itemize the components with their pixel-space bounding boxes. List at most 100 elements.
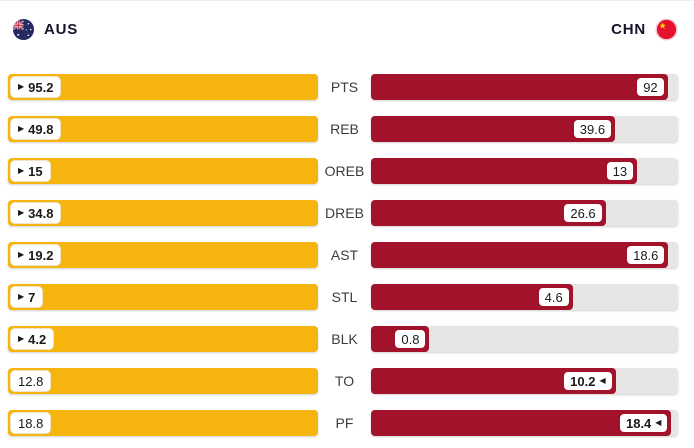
away-team-header: CHN: [611, 18, 678, 41]
stat-row: ▶ 12.8 TO 10.2 ◀: [8, 368, 694, 394]
leader-arrow-icon: ▶: [18, 166, 25, 175]
stat-row: ▶ 49.8 REB 39.6 ◀: [8, 116, 694, 142]
away-bar-track: 10.2 ◀: [371, 368, 678, 394]
home-bar-fill: ▶ 12.8: [8, 368, 318, 394]
home-value-pill: ▶ 15: [10, 160, 51, 182]
stat-label: OREB: [324, 163, 365, 179]
home-value: 18.8: [18, 415, 44, 431]
home-bar-track: ▶ 18.8: [8, 410, 318, 436]
away-value: 0.8: [401, 331, 420, 347]
home-bar-track: ▶ 7: [8, 284, 318, 310]
away-bar-fill: 0.8 ◀: [371, 326, 430, 352]
home-bar-track: ▶ 34.8: [8, 200, 318, 226]
stat-label: PTS: [330, 79, 359, 95]
away-value-pill: 26.6 ◀: [562, 202, 604, 224]
scoreboard-header: AUS CHN: [0, 1, 694, 41]
leader-arrow-icon: ▶: [18, 124, 25, 133]
away-value: 18.6: [633, 247, 659, 263]
away-bar-track: 18.6 ◀: [371, 242, 678, 268]
home-team-code: AUS: [44, 21, 79, 38]
stat-row: ▶ 15 OREB 13 ◀: [8, 158, 694, 184]
away-value-pill: 0.8 ◀: [393, 328, 428, 350]
away-value-pill: 92 ◀: [635, 76, 666, 98]
home-bar-fill: ▶ 15: [8, 158, 318, 184]
home-bar-track: ▶ 4.2: [8, 326, 318, 352]
away-value: 13: [612, 163, 628, 179]
home-bar-fill: ▶ 4.2: [8, 326, 318, 352]
away-bar-fill: 18.4 ◀: [371, 410, 672, 436]
home-value-pill: ▶ 7: [10, 286, 44, 308]
home-team-header: AUS: [12, 18, 78, 41]
stat-row: ▶ 95.2 PTS 92 ◀: [8, 74, 694, 100]
home-bar-track: ▶ 19.2: [8, 242, 318, 268]
home-value: 15: [28, 163, 43, 179]
leader-arrow-icon: ▶: [18, 334, 25, 343]
aus-flag-icon: [12, 18, 35, 41]
home-bar-track: ▶ 95.2: [8, 74, 318, 100]
leader-arrow-icon: ▶: [18, 208, 25, 217]
stat-label: PF: [335, 415, 354, 431]
stat-label: DREB: [325, 205, 364, 221]
home-bar-fill: ▶ 95.2: [8, 74, 318, 100]
chn-flag-icon: [655, 18, 678, 41]
away-value: 4.6: [544, 289, 563, 305]
stat-row: ▶ 19.2 AST 18.6 ◀: [8, 242, 694, 268]
home-value-pill: ▶ 95.2: [10, 76, 62, 98]
away-bar-fill: 13 ◀: [371, 158, 638, 184]
home-bar-track: ▶ 15: [8, 158, 318, 184]
home-bar-track: ▶ 49.8: [8, 116, 318, 142]
away-bar-fill: 10.2 ◀: [371, 368, 616, 394]
stat-label: BLK: [331, 331, 358, 347]
leader-arrow-icon: ▶: [18, 292, 25, 301]
home-value: 4.2: [28, 331, 47, 347]
away-value: 92: [643, 79, 658, 95]
stat-label: STL: [331, 289, 358, 305]
away-value-pill: 18.6 ◀: [625, 244, 667, 266]
away-bar-fill: 39.6 ◀: [371, 116, 616, 142]
leader-arrow-icon: ▶: [18, 250, 25, 259]
home-value: 49.8: [28, 121, 54, 137]
away-value: 18.4: [625, 415, 652, 431]
away-bar-track: 0.8 ◀: [371, 326, 678, 352]
away-bar-track: 92 ◀: [371, 74, 678, 100]
away-value-pill: 13 ◀: [604, 160, 636, 182]
away-bar-fill: 26.6 ◀: [371, 200, 606, 226]
home-bar-fill: ▶ 19.2: [8, 242, 318, 268]
home-bar-track: ▶ 12.8: [8, 368, 318, 394]
away-value: 10.2: [570, 373, 596, 389]
stat-row: ▶ 18.8 PF 18.4 ◀: [8, 410, 694, 436]
stat-row: ▶ 7 STL 4.6 ◀: [8, 284, 694, 310]
leader-arrow-icon: ▶: [18, 82, 25, 91]
stat-label: REB: [330, 121, 359, 137]
home-bar-fill: ▶ 34.8: [8, 200, 318, 226]
away-team-code: CHN: [611, 21, 646, 38]
home-value-pill: ▶ 4.2: [10, 328, 55, 350]
away-bar-fill: 4.6 ◀: [371, 284, 573, 310]
home-value-pill: ▶ 18.8: [10, 412, 52, 434]
away-value-pill: 4.6 ◀: [536, 286, 571, 308]
home-bar-fill: ▶ 49.8: [8, 116, 318, 142]
leader-arrow-icon: ◀: [599, 376, 606, 385]
home-value-pill: ▶ 34.8: [10, 202, 62, 224]
away-bar-track: 18.4 ◀: [371, 410, 678, 436]
away-value-pill: 18.4 ◀: [617, 412, 670, 434]
away-bar-track: 39.6 ◀: [371, 116, 678, 142]
home-value-pill: ▶ 19.2: [10, 244, 62, 266]
stats-comparison-chart: ▶ 95.2 PTS 92 ◀ ▶ 49.8 REB: [0, 74, 694, 436]
away-bar-track: 13 ◀: [371, 158, 678, 184]
home-value: 12.8: [18, 373, 44, 389]
home-bar-fill: ▶ 7: [8, 284, 318, 310]
home-value: 34.8: [28, 205, 54, 221]
away-value: 26.6: [570, 205, 596, 221]
away-value: 39.6: [579, 121, 606, 137]
away-bar-track: 26.6 ◀: [371, 200, 678, 226]
stat-label: AST: [330, 247, 359, 263]
home-value-pill: ▶ 49.8: [10, 118, 62, 140]
away-bar-fill: 92 ◀: [371, 74, 668, 100]
home-value: 95.2: [28, 79, 54, 95]
away-bar-track: 4.6 ◀: [371, 284, 678, 310]
stat-label: TO: [334, 373, 355, 389]
away-value-pill: 39.6 ◀: [571, 118, 614, 140]
stat-row: ▶ 4.2 BLK 0.8 ◀: [8, 326, 694, 352]
home-value: 19.2: [28, 247, 54, 263]
